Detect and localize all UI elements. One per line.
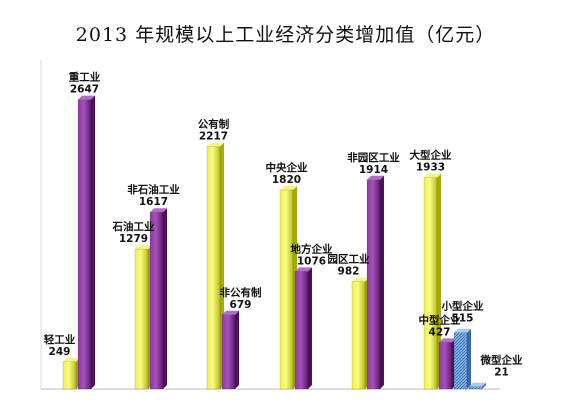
bar-top: [63, 357, 80, 362]
bar-top: [367, 175, 384, 180]
chart-title: 2013 年规模以上工业经济分类增加值（亿元）: [75, 24, 496, 46]
bar-value-label: 679: [230, 299, 252, 311]
bar-value-label: 1820: [272, 174, 301, 186]
bar-category-label: 非石油工业: [127, 183, 180, 196]
bar-小型企业: [453, 328, 471, 390]
bar-face: [294, 271, 309, 390]
bar-大型企业: [423, 173, 441, 390]
bar-园区工业: [351, 277, 369, 390]
bar-category-label: 重工业: [69, 71, 101, 84]
bar-top: [78, 95, 95, 100]
bars-layer: [62, 95, 486, 390]
bar-face: [134, 248, 149, 390]
bar-value-label: 2647: [70, 84, 99, 96]
bar-top: [150, 208, 167, 213]
bar-category-label: 大型企业: [410, 149, 452, 162]
bar-face: [351, 281, 366, 390]
bar-value-label: 2217: [199, 131, 228, 143]
bar-轻工业: [62, 357, 80, 390]
bar-side: [437, 173, 441, 389]
bar-top: [280, 186, 297, 191]
bar-category-label: 石油工业: [112, 220, 155, 233]
bar-category-label: 小型企业: [441, 300, 484, 313]
bar-value-label: 1279: [119, 233, 148, 245]
bar-category-label: 公有制: [198, 118, 230, 131]
bar-side: [91, 95, 95, 389]
bar-value-label: 982: [338, 266, 360, 278]
bar-face: [423, 177, 438, 390]
bar-category-label: 非园区工业: [347, 151, 400, 164]
bar-top: [469, 382, 486, 387]
bar-category-label: 地方企业: [291, 242, 333, 255]
bar-重工业: [77, 95, 95, 390]
chart-frame: [40, 60, 500, 390]
bar-face: [453, 332, 468, 390]
bar-value-label: 249: [49, 346, 71, 358]
bar-side: [467, 328, 471, 389]
bar-非公有制: [221, 310, 239, 390]
bar-value-label: 1914: [359, 164, 388, 176]
bar-category-label: 中央企业: [266, 161, 308, 174]
bar-中型企业: [438, 338, 456, 390]
bar-地方企业: [294, 267, 312, 390]
bar-value-label: 1076: [297, 255, 326, 267]
bar-top: [222, 310, 239, 315]
bar-category-label: 园区工业: [328, 253, 370, 266]
bar-value-label: 427: [429, 326, 451, 338]
bar-top: [424, 173, 441, 178]
bar-中央企业: [279, 186, 297, 390]
bar-非石油工业: [149, 208, 167, 390]
bar-石油工业: [134, 245, 152, 390]
bar-side: [380, 175, 384, 389]
bar-side: [308, 267, 312, 389]
bar-top: [454, 328, 471, 333]
bar-face: [62, 361, 77, 390]
bar-side: [482, 382, 486, 389]
bar-face: [438, 342, 453, 390]
bar-非园区工业: [366, 175, 384, 390]
bar-value-label: 1617: [139, 196, 168, 208]
bar-face: [221, 314, 236, 390]
bar-value-label: 21: [494, 367, 509, 379]
bar-top: [295, 267, 312, 272]
bar-face: [206, 146, 221, 390]
bar-face: [279, 189, 294, 390]
bar-value-label: 515: [452, 313, 474, 325]
bar-face: [77, 99, 92, 390]
bar-category-label: 中型企业: [419, 313, 461, 326]
bar-top: [135, 245, 152, 250]
bar-face: [468, 386, 483, 390]
bar-top: [352, 277, 369, 282]
bar-face: [149, 211, 164, 390]
bar-category-label: 轻工业: [44, 333, 76, 346]
bar-category-label: 非公有制: [220, 286, 262, 299]
bar-微型企业: [468, 382, 486, 390]
bar-value-label: 1933: [416, 162, 445, 174]
bar-top: [207, 142, 224, 147]
bar-category-label: 微型企业: [480, 354, 523, 367]
bar-face: [366, 179, 381, 390]
bar-side: [235, 310, 239, 389]
bar-side: [163, 208, 167, 389]
bar-公有制: [206, 142, 224, 390]
bar-top: [439, 338, 456, 343]
